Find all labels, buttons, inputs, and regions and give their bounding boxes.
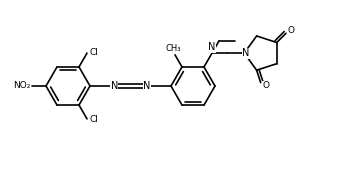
Text: N: N [111,81,118,91]
Text: O: O [262,81,269,90]
Text: N: N [208,42,216,52]
Text: Cl: Cl [90,48,98,57]
Text: N: N [143,81,150,91]
Text: NO₂: NO₂ [13,81,31,90]
Text: Cl: Cl [90,115,98,124]
Text: O: O [287,26,294,35]
Text: N: N [242,48,250,58]
Text: CH₃: CH₃ [165,44,181,53]
